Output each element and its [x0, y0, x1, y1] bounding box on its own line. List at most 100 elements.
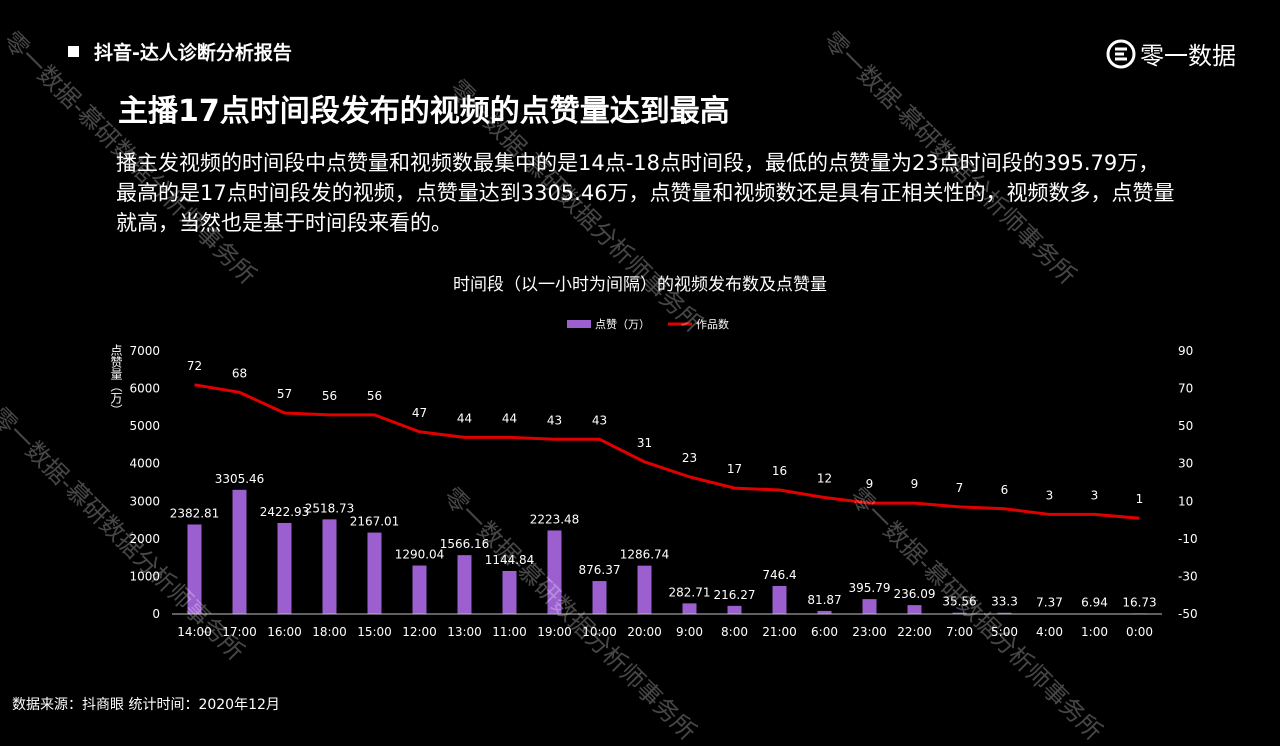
bar: [683, 603, 697, 614]
bar: [413, 566, 427, 614]
right-tick-label: -10: [1178, 532, 1198, 546]
bar-value-label: 2382.81: [170, 506, 220, 520]
bar-value-label: 7.37: [1036, 596, 1063, 610]
legend-label-bars: 点赞（万）: [595, 318, 650, 331]
line-value-label: 1: [1136, 492, 1144, 506]
x-tick-label: 21:00: [762, 625, 797, 639]
bar-value-label: 1144.84: [485, 553, 535, 567]
left-tick-label: 4000: [129, 457, 160, 471]
x-tick-label: 22:00: [897, 625, 932, 639]
right-tick-label: 30: [1178, 457, 1193, 471]
left-tick-label: 5000: [129, 419, 160, 433]
bar: [593, 581, 607, 614]
bar: [278, 523, 292, 614]
bar-value-label: 1566.16: [440, 537, 490, 551]
x-tick-label: 7:00: [946, 625, 973, 639]
x-tick-label: 14:00: [177, 625, 212, 639]
left-tick-label: 6000: [129, 382, 160, 396]
line-value-label: 9: [866, 477, 874, 491]
line-value-label: 23: [682, 451, 697, 465]
x-tick-label: 4:00: [1036, 625, 1063, 639]
bar-value-label: 216.27: [714, 588, 756, 602]
bar: [548, 530, 562, 614]
x-tick-label: 9:00: [676, 625, 703, 639]
bar: [638, 566, 652, 614]
line-value-label: 12: [817, 472, 832, 486]
line-value-label: 56: [367, 389, 382, 403]
right-tick-label: 70: [1178, 382, 1193, 396]
bar-value-label: 282.71: [669, 585, 711, 599]
bar-value-label: 81.87: [807, 593, 841, 607]
x-tick-label: 6:00: [811, 625, 838, 639]
right-tick-label: 10: [1178, 494, 1193, 508]
bar: [503, 571, 517, 614]
bar: [728, 606, 742, 614]
left-tick-label: 7000: [129, 344, 160, 358]
x-tick-label: 12:00: [402, 625, 437, 639]
bar-value-label: 6.94: [1081, 596, 1108, 610]
x-tick-label: 11:00: [492, 625, 527, 639]
line-value-label: 9: [911, 477, 919, 491]
bar-value-label: 3305.46: [215, 472, 265, 486]
bar: [233, 490, 247, 614]
bar-value-label: 1286.74: [620, 548, 670, 562]
x-tick-label: 17:00: [222, 625, 257, 639]
bar: [863, 599, 877, 614]
x-tick-label: 16:00: [267, 625, 302, 639]
bar: [908, 605, 922, 614]
bar-value-label: 2518.73: [305, 501, 355, 515]
x-tick-label: 15:00: [357, 625, 392, 639]
bar-value-label: 236.09: [894, 587, 936, 601]
line-value-label: 17: [727, 462, 742, 476]
left-tick-label: 1000: [129, 569, 160, 583]
right-tick-label: 50: [1178, 419, 1193, 433]
x-tick-label: 10:00: [582, 625, 617, 639]
bar-value-label: 2167.01: [350, 515, 400, 529]
legend-swatch-bars: [567, 320, 591, 328]
x-tick-label: 18:00: [312, 625, 347, 639]
line-value-label: 43: [547, 413, 562, 427]
left-tick-label: 2000: [129, 532, 160, 546]
legend-label-line: 作品数: [696, 318, 729, 331]
bar-value-label: 16.73: [1122, 595, 1156, 609]
bar-value-label: 2422.93: [260, 505, 310, 519]
x-tick-label: 19:00: [537, 625, 572, 639]
bar: [773, 586, 787, 614]
bar-value-label: 33.3: [991, 595, 1018, 609]
line-value-label: 47: [412, 406, 427, 420]
bar-value-label: 876.37: [579, 563, 621, 577]
line-value-label: 57: [277, 387, 292, 401]
left-tick-label: 0: [152, 607, 160, 621]
bar-value-label: 395.79: [849, 581, 891, 595]
x-tick-label: 0:00: [1126, 625, 1153, 639]
right-tick-label: 90: [1178, 344, 1193, 358]
bar: [323, 519, 337, 614]
x-tick-label: 1:00: [1081, 625, 1108, 639]
bar-value-label: 35.56: [942, 595, 976, 609]
bar-value-label: 746.4: [762, 568, 796, 582]
line-value-label: 3: [1091, 488, 1099, 502]
line-value-label: 6: [1001, 483, 1009, 497]
line-value-label: 31: [637, 436, 652, 450]
chart-legend: 点赞（万） 作品数: [567, 318, 729, 331]
line-value-label: 56: [322, 389, 337, 403]
line-value-label: 44: [502, 411, 517, 425]
line-value-label: 72: [187, 359, 202, 373]
bar-value-label: 1290.04: [395, 548, 445, 562]
left-axis-title: 点赞量（万）: [109, 344, 123, 416]
bar-value-label: 2223.48: [530, 512, 580, 526]
combo-chart: 点赞（万） 作品数 0 1000 2000 3000 4000 5000 6000 7000 点赞…: [0, 0, 1280, 720]
x-tick-label: 13:00: [447, 625, 482, 639]
x-tick-label: 8:00: [721, 625, 748, 639]
line-path: [195, 385, 1140, 518]
x-tick-label: 20:00: [627, 625, 662, 639]
left-tick-label: 3000: [129, 494, 160, 508]
bar: [188, 524, 202, 614]
bar: [368, 533, 382, 614]
line-value-label: 16: [772, 464, 787, 478]
line-value-label: 44: [457, 411, 472, 425]
left-y-axis: 0 1000 2000 3000 4000 5000 6000 7000 点赞量（万）: [109, 344, 160, 621]
bar: [458, 555, 472, 614]
x-tick-label: 5:00: [991, 625, 1018, 639]
